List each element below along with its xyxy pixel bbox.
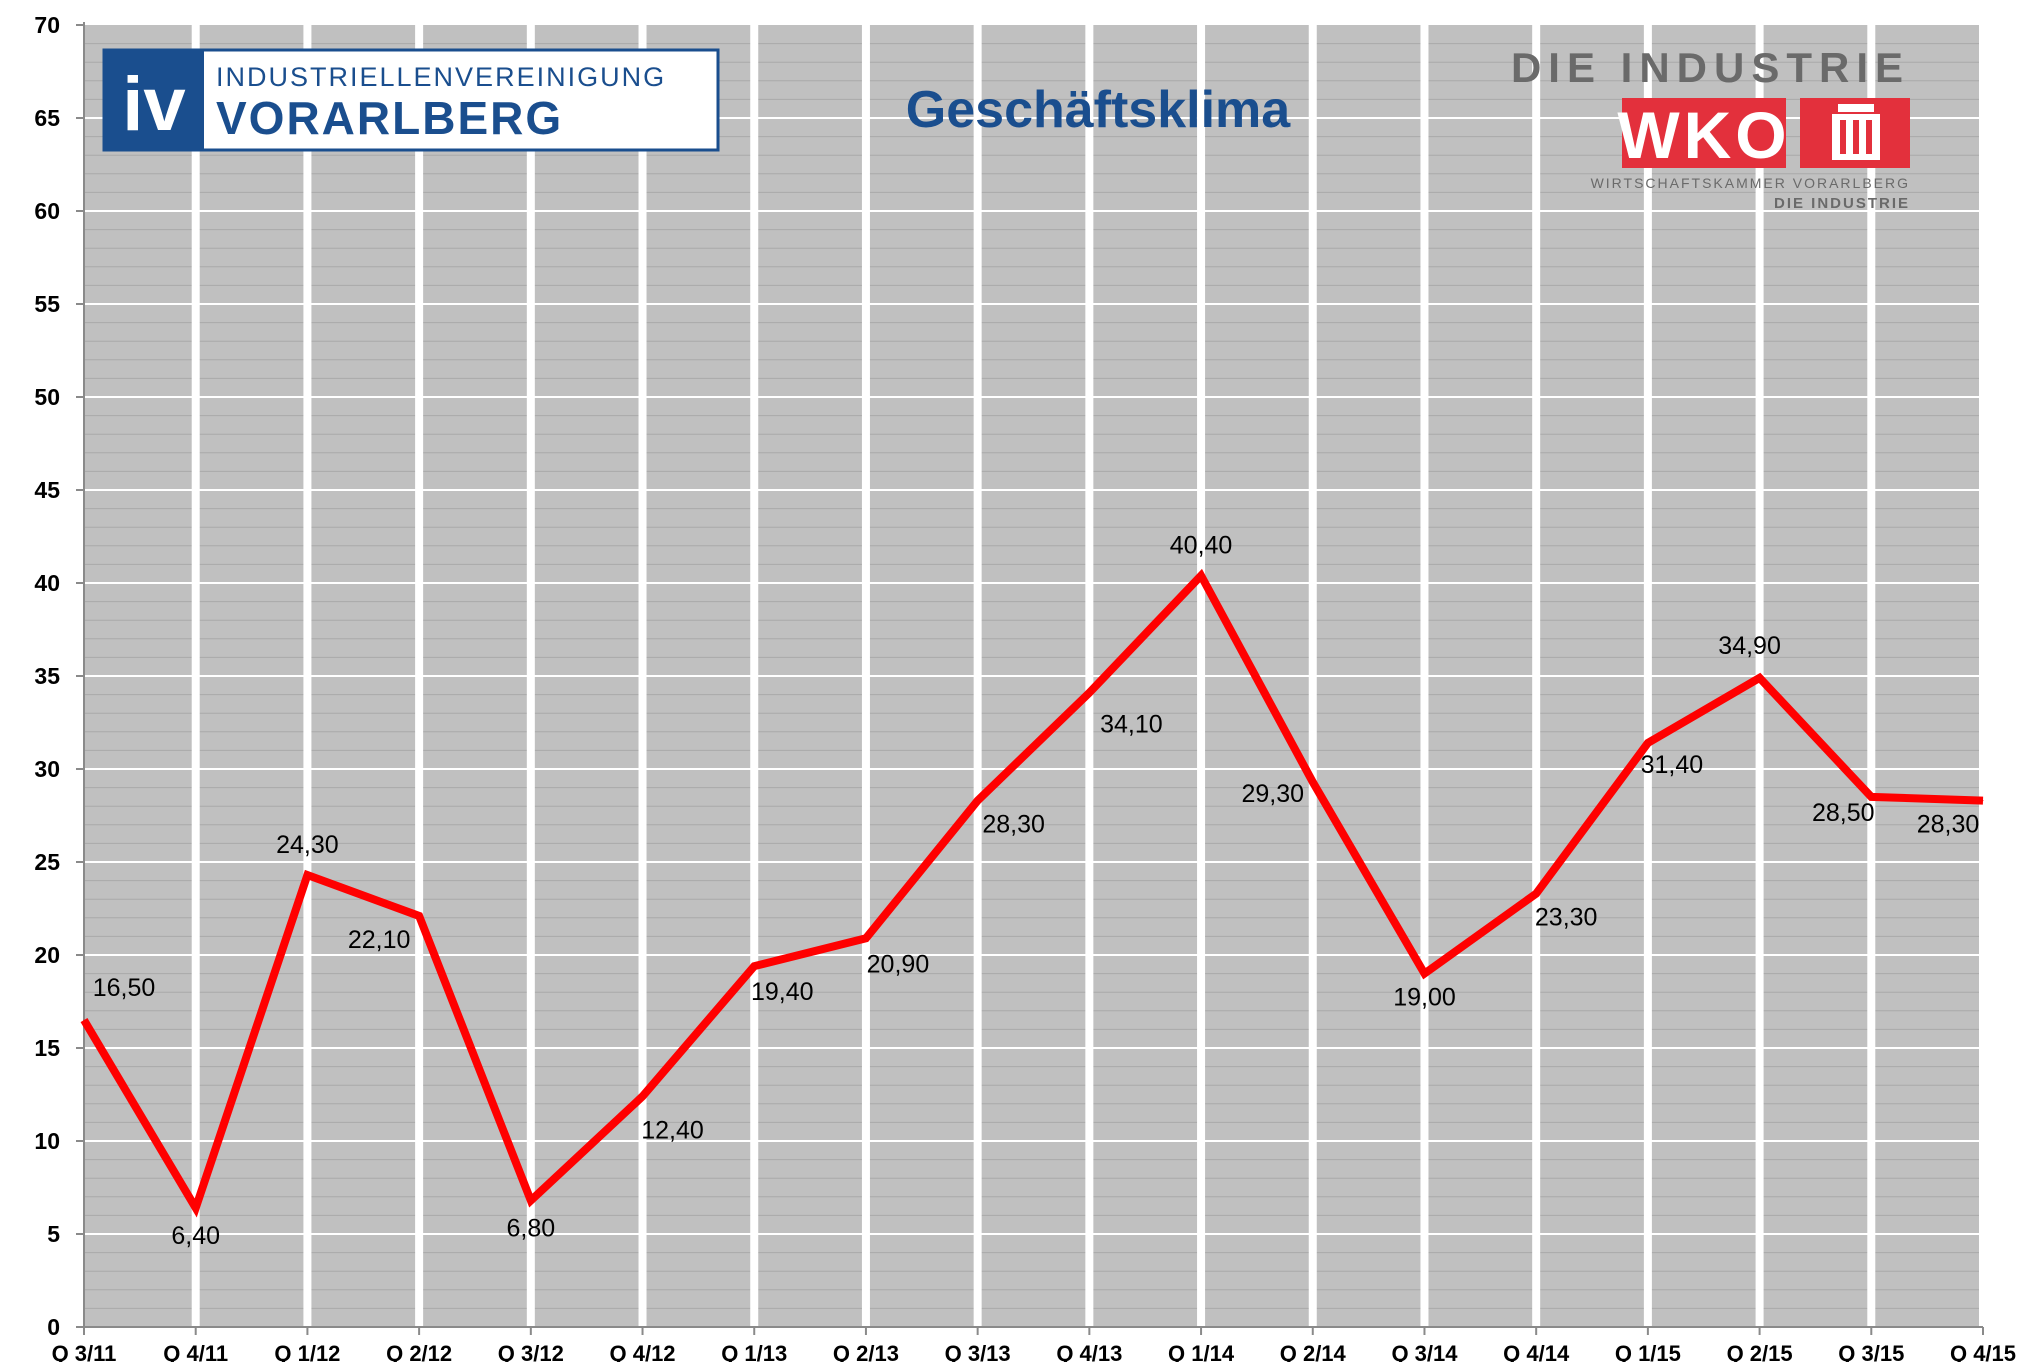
data-point	[865, 937, 867, 939]
x-tick-label: Q 2/12	[386, 1341, 452, 1362]
data-point	[418, 915, 420, 917]
axes	[83, 22, 1983, 1328]
y-tick-label: 0	[47, 1314, 60, 1340]
y-tick-label: 60	[34, 198, 60, 224]
data-label: 24,30	[276, 831, 339, 859]
data-point	[1088, 692, 1090, 694]
x-tick-label: Q 2/13	[833, 1341, 899, 1362]
y-axis-ticks: 0 5 10 15 20 25 30 35 40 45 50 55 60 65 70	[34, 12, 84, 1340]
data-point	[1870, 796, 1872, 798]
data-point	[977, 800, 979, 802]
x-tick-label: Q 4/14	[1503, 1341, 1570, 1362]
x-tick-label: Q 1/13	[721, 1341, 787, 1362]
iv-logo-line2: VORARLBERG	[216, 92, 563, 144]
data-point	[1535, 893, 1537, 895]
y-tick-label: 50	[34, 384, 60, 410]
y-tick-label: 5	[47, 1221, 60, 1247]
wko-logo-line1: WIRTSCHAFTSKAMMER VORARLBERG	[1591, 175, 1910, 191]
data-label: 19,00	[1393, 984, 1456, 1012]
data-point	[1312, 781, 1314, 783]
data-label: 16,50	[93, 974, 156, 1002]
data-point	[83, 1019, 85, 1021]
x-tick-label: Q 3/15	[1838, 1341, 1904, 1362]
data-point	[642, 1095, 644, 1097]
y-tick-label: 20	[34, 942, 60, 968]
x-tick-label: Q 3/14	[1391, 1341, 1458, 1362]
data-point	[530, 1200, 532, 1202]
data-label: 28,30	[1917, 811, 1980, 839]
data-label: 40,40	[1170, 532, 1233, 560]
y-tick-label: 55	[34, 291, 60, 317]
wko-logo: DIE INDUSTRIE WKO WIRTSCHAFTSKAMMER VORA…	[1511, 44, 1910, 212]
minor-gridlines	[84, 43, 1983, 1309]
x-tick-label: Q 3/12	[498, 1341, 564, 1362]
iv-vorarlberg-logo: iv INDUSTRIELLENVEREINIGUNG VORARLBERG	[102, 48, 720, 152]
wko-logo-header: DIE INDUSTRIE	[1511, 44, 1910, 91]
chart-title: Geschäftsklima	[906, 81, 1291, 139]
data-point	[1423, 973, 1425, 975]
data-point	[1200, 575, 1202, 577]
x-tick-label: Q 3/13	[945, 1341, 1011, 1362]
y-tick-label: 30	[34, 756, 60, 782]
x-tick-label: Q 4/15	[1950, 1341, 2016, 1362]
data-label: 6,80	[506, 1215, 555, 1243]
y-tick-label: 40	[34, 570, 60, 596]
data-point	[1759, 677, 1761, 679]
x-tick-label: Q 1/15	[1615, 1341, 1681, 1362]
y-tick-label: 25	[34, 849, 60, 875]
series-polyline	[80, 568, 1984, 1218]
x-tick-label: Q 2/15	[1727, 1341, 1793, 1362]
iv-logo-mark: iv	[122, 62, 185, 147]
x-tick-label: Q 4/11	[163, 1341, 228, 1362]
data-label: 23,30	[1535, 904, 1598, 932]
data-label: 6,40	[171, 1222, 220, 1250]
data-label: 34,90	[1718, 632, 1781, 660]
x-axis-ticks: Q 3/11 Q 4/11 Q 1/12 Q 2/12 Q 3/12 Q 4/12 Q 1/…	[52, 1327, 2016, 1362]
data-label: 28,30	[982, 811, 1045, 839]
data-labels: 16,50 6,40 24,30 22,10 6,80 12,40 19,40 20,90 28…	[93, 532, 1980, 1250]
x-tick-label: Q 1/12	[274, 1341, 340, 1362]
data-label: 22,10	[348, 926, 411, 954]
category-separators	[191, 25, 1987, 1327]
data-point	[1647, 742, 1649, 744]
data-label: 20,90	[867, 950, 930, 978]
y-tick-label: 45	[34, 477, 60, 503]
y-tick-label: 35	[34, 663, 60, 689]
x-tick-label: Q 3/11	[52, 1341, 117, 1362]
y-tick-label: 70	[34, 12, 60, 38]
series-line	[80, 568, 1984, 1218]
y-tick-label: 10	[34, 1128, 60, 1154]
data-point	[753, 965, 755, 967]
data-point	[195, 1207, 197, 1209]
wko-crest-icon	[1800, 98, 1910, 168]
data-label: 19,40	[751, 978, 814, 1006]
wko-logo-line2: DIE INDUSTRIE	[1774, 195, 1910, 212]
data-point	[306, 874, 308, 876]
x-tick-label: Q 4/12	[610, 1341, 676, 1362]
data-label: 31,40	[1641, 751, 1704, 779]
data-label: 29,30	[1241, 780, 1304, 808]
data-point	[1982, 800, 1984, 802]
data-label: 28,50	[1812, 799, 1875, 827]
x-tick-label: Q 1/14	[1168, 1341, 1235, 1362]
iv-logo-line1: INDUSTRIELLENVEREINIGUNG	[216, 62, 666, 92]
wko-logo-mark: WKO	[1617, 98, 1790, 172]
data-label: 12,40	[641, 1116, 704, 1144]
y-tick-label: 65	[34, 105, 60, 131]
data-label: 34,10	[1100, 711, 1163, 739]
x-tick-label: Q 4/13	[1056, 1341, 1122, 1362]
x-tick-label: Q 2/14	[1280, 1341, 1347, 1362]
y-tick-label: 15	[34, 1035, 60, 1061]
